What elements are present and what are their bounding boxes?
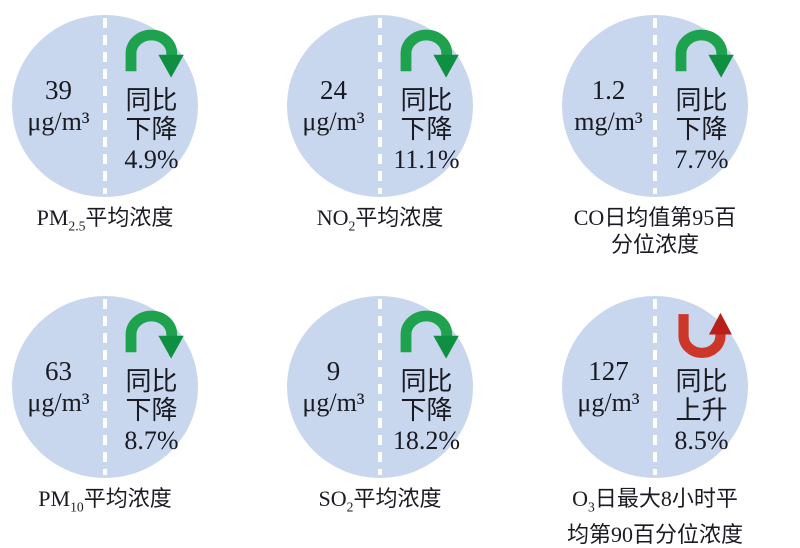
metric-card-no2: 24 μg/m³ 同比 下降 11.1% NO2平均浓度 (285, 15, 475, 239)
metric-label: PM10平均浓度 (38, 485, 171, 520)
metric-circle: 127 μg/m³ 同比 上升 8.5% (562, 296, 748, 479)
dashed-divider (653, 18, 657, 194)
metric-unit: mg/m³ (574, 107, 643, 136)
label-post: 平均浓度 (353, 486, 442, 512)
dashed-divider (378, 299, 382, 476)
trend-block: 同比 下降 8.7% (105, 296, 198, 478)
label-subscript: 2 (348, 218, 356, 234)
metric-circle: 24 μg/m³ 同比 下降 11.1% (287, 15, 473, 197)
label-pre: PM (38, 486, 71, 512)
trend-text-line1: 同比 (400, 367, 453, 397)
metric-card-so2: 9 μg/m³ 同比 下降 18.2% SO2平均浓度 (285, 296, 475, 520)
metric-value: 63 (45, 356, 72, 387)
trend-block: 同比 下降 18.2% (380, 296, 473, 478)
trend-text-line2: 上升 (675, 396, 728, 426)
value-block: 127 μg/m³ (562, 296, 655, 478)
label-subscript: 2 (346, 499, 354, 515)
value-block: 9 μg/m³ (287, 296, 380, 478)
dashed-divider (653, 299, 657, 476)
trend-block: 同比 上升 8.5% (655, 296, 748, 478)
trend-down-arrow-icon (125, 29, 184, 78)
label-pre: PM (36, 205, 69, 230)
trend-text-line2: 下降 (125, 115, 178, 144)
metric-value: 9 (326, 356, 341, 387)
metric-label: CO日均值第95百 分位浓度 (574, 204, 737, 266)
trend-text-line2: 下降 (675, 115, 728, 144)
label-pre: O (572, 486, 589, 512)
metric-card-co: 1.2 mg/m³ 同比 下降 7.7% CO日均值第95百 分位浓度 (560, 15, 750, 266)
metric-circle: 39 μg/m³ 同比 下降 4.9% (12, 15, 198, 197)
value-block: 24 μg/m³ (287, 15, 380, 197)
label-post: 平均浓度 (83, 486, 172, 512)
trend-percent: 8.7% (124, 426, 179, 456)
label-subscript: 10 (70, 499, 84, 515)
label-pre: CO日均值第95百 分位浓度 (573, 205, 737, 257)
trend-text-line1: 同比 (400, 86, 453, 115)
trend-down-arrow-icon (125, 310, 184, 360)
label-subscript: 3 (588, 499, 595, 515)
trend-block: 同比 下降 4.9% (105, 15, 198, 197)
label-post: 平均浓度 (355, 205, 444, 230)
trend-text-line1: 同比 (675, 86, 728, 115)
trend-block: 同比 下降 11.1% (380, 15, 473, 197)
metric-card-o3: 127 μg/m³ 同比 上升 8.5% O3日最大8小时平 均第90百分位浓度 (560, 296, 750, 547)
metric-circle: 9 μg/m³ 同比 下降 18.2% (287, 296, 473, 479)
trend-text-line1: 同比 (125, 86, 178, 115)
value-block: 1.2 mg/m³ (562, 15, 655, 197)
metric-value: 127 (588, 356, 629, 387)
metric-label: O3日最大8小时平 均第90百分位浓度 (567, 485, 743, 547)
metric-unit: μg/m³ (302, 388, 365, 418)
value-block: 63 μg/m³ (12, 296, 105, 478)
value-block: 39 μg/m³ (12, 15, 105, 197)
metric-unit: μg/m³ (27, 388, 90, 418)
label-pre: SO (318, 486, 347, 512)
metric-label: NO2平均浓度 (317, 204, 444, 239)
trend-text-line2: 下降 (400, 115, 453, 144)
metric-unit: μg/m³ (302, 107, 365, 136)
metric-circle: 1.2 mg/m³ 同比 下降 7.7% (562, 15, 748, 197)
trend-text-line1: 同比 (125, 367, 178, 397)
trend-percent: 4.9% (124, 145, 179, 174)
metric-unit: μg/m³ (27, 107, 90, 136)
metrics-row-top: 39 μg/m³ 同比 下降 4.9% PM2.5平均浓度 24 μg/m³ (0, 0, 800, 266)
trend-up-arrow-icon (677, 313, 732, 359)
trend-text-line2: 下降 (125, 396, 178, 426)
dashed-divider (103, 299, 107, 476)
metric-unit: μg/m³ (577, 388, 640, 418)
trend-text-line1: 同比 (675, 367, 728, 397)
metric-value: 39 (45, 75, 72, 105)
label-post: 日最大8小时平 均第90百分位浓度 (566, 486, 743, 547)
trend-down-arrow-icon (400, 310, 459, 360)
dashed-divider (378, 18, 382, 194)
metric-label: PM2.5平均浓度 (37, 204, 174, 239)
label-subscript: 2.5 (68, 218, 86, 234)
metric-card-pm25: 39 μg/m³ 同比 下降 4.9% PM2.5平均浓度 (10, 15, 200, 239)
trend-percent: 7.7% (674, 145, 729, 174)
label-pre: NO (316, 205, 349, 230)
metrics-row-bottom: 63 μg/m³ 同比 下降 8.7% PM10平均浓度 9 μg/m³ (0, 266, 800, 547)
metric-value: 24 (320, 75, 347, 105)
metric-value: 1.2 (591, 75, 626, 105)
trend-text-line2: 下降 (400, 396, 453, 426)
trend-percent: 8.5% (674, 426, 729, 456)
metric-card-pm10: 63 μg/m³ 同比 下降 8.7% PM10平均浓度 (10, 296, 200, 520)
label-post: 平均浓度 (85, 205, 174, 230)
metric-circle: 63 μg/m³ 同比 下降 8.7% (12, 296, 198, 479)
trend-percent: 11.1% (393, 145, 460, 174)
dashed-divider (103, 18, 107, 194)
trend-down-arrow-icon (400, 29, 459, 78)
trend-block: 同比 下降 7.7% (655, 15, 748, 197)
trend-percent: 18.2% (392, 426, 461, 456)
metric-label: SO2平均浓度 (319, 485, 442, 520)
trend-down-arrow-icon (675, 29, 734, 78)
